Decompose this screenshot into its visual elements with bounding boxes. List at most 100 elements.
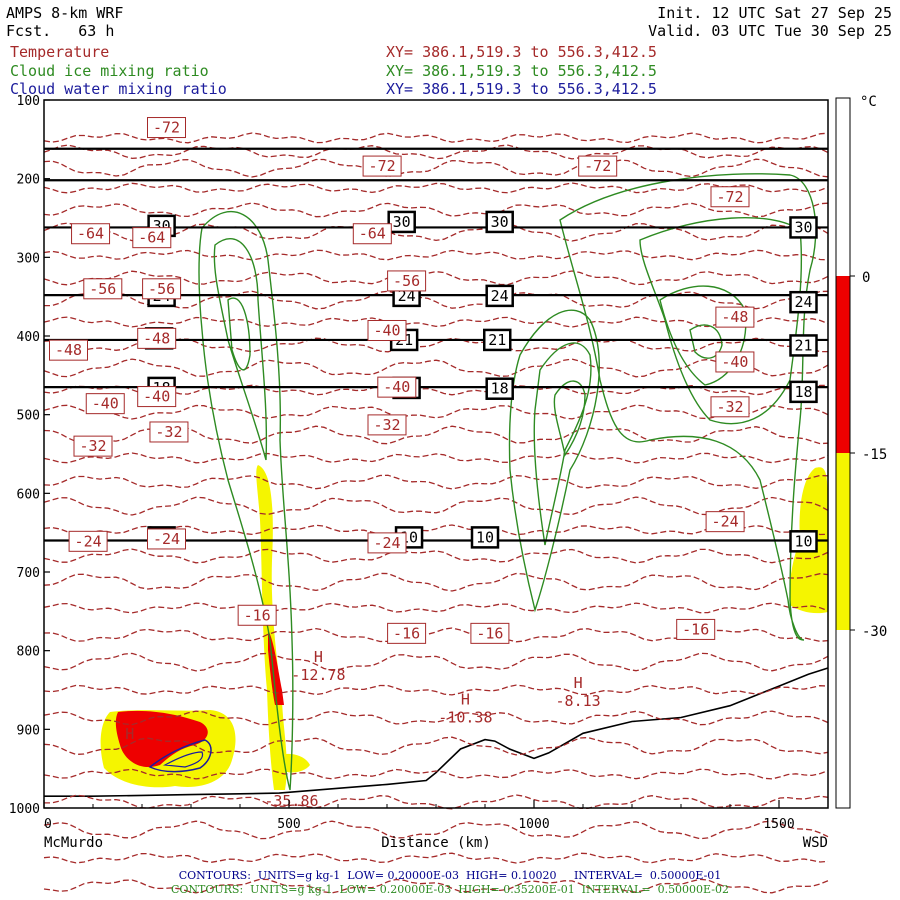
colorbar-band [836, 276, 850, 453]
temperature-label-box [147, 117, 186, 139]
x-end-label-right: WSD [803, 835, 828, 851]
temperature-label: -24 [153, 530, 180, 548]
temperature-label: -40 [143, 388, 170, 406]
temperature-label-box [377, 376, 417, 398]
temperature-label: -72 [153, 119, 180, 137]
temperature-label-box [68, 530, 108, 552]
isotherm-contour [43, 548, 829, 564]
y-tick-label: 400 [17, 330, 40, 345]
isotherm-contour [43, 820, 829, 840]
temperature-label: -64 [359, 225, 386, 243]
cloud-ice-contour-3 [508, 309, 600, 613]
theta-label-box [470, 526, 500, 549]
x-end-label-left: McMurdo [44, 835, 103, 851]
temperature-label: -24 [373, 534, 400, 552]
isotherm-contour [43, 144, 829, 160]
temperature-label-box [362, 155, 402, 177]
temperature-label-box [578, 155, 618, 177]
isotherm-contour [43, 474, 829, 490]
temperature-label: -72 [716, 188, 743, 206]
y-tick-label: 500 [17, 409, 40, 424]
theta-label: 18 [491, 380, 509, 398]
shade-region-5 [280, 753, 310, 773]
isotherm-contour [43, 602, 829, 614]
temperature-label-box [83, 278, 123, 300]
isotherm-contour [43, 684, 829, 696]
theta-label-box [483, 328, 512, 352]
theta-label-box [789, 290, 818, 314]
cloud-water-contour-inner [162, 751, 204, 768]
extremum-tag: H [461, 690, 470, 708]
terrain-surface [44, 667, 829, 797]
xy-temperature: XY= 386.1,519.3 to 556.3,412.5 [386, 43, 657, 61]
isotherm-contour [43, 316, 829, 328]
footer-line2: CONTOURS: UNITS=g kg-1 LOW= 0.20000E-03 … [170, 883, 730, 896]
theta-label: 24 [794, 293, 812, 311]
temperature-label: -48 [143, 329, 170, 347]
terrain-layer [44, 667, 829, 808]
temperature-label-box [387, 622, 427, 644]
temperature-label-box [705, 511, 745, 533]
temperature-label-box [710, 396, 750, 418]
temperature-label: -16 [393, 624, 420, 642]
theta-label: 21 [488, 331, 506, 349]
theta-label: 30 [393, 213, 411, 231]
isotherm-contour [43, 768, 829, 780]
temperature-label-box [149, 421, 189, 443]
theta-label-box [485, 210, 514, 234]
temperature-label-box [387, 270, 427, 292]
temperature-label-box [470, 622, 510, 644]
temperature-label: -64 [138, 229, 165, 247]
xy-cloud-water: XY= 386.1,519.3 to 556.3,412.5 [386, 80, 657, 98]
temperature-label-box [147, 528, 186, 550]
theta-label: 10 [476, 528, 494, 546]
extremum-value: -10.38 [438, 708, 492, 726]
temperature-label-box [715, 351, 755, 373]
x-tick-label: 500 [277, 817, 300, 832]
y-tick-label: 200 [17, 173, 40, 188]
forecast-hours: 63 h [78, 22, 115, 40]
xy-cloud-ice: XY= 386.1,519.3 to 556.3,412.5 [386, 62, 657, 80]
temperature-label: -24 [75, 532, 102, 550]
temperature-label: -40 [383, 378, 410, 396]
temperature-label: -16 [682, 620, 709, 638]
theta-label-box [387, 210, 416, 234]
y-tick-label: 800 [17, 645, 40, 660]
cloud-ice-contour-9 [689, 324, 723, 359]
isotherm-contour [43, 652, 829, 672]
contours-line-water: CONTOURS: UNITS=g kg-1 LOW= 0.20000E-03 … [0, 869, 900, 882]
temperature-label: -48 [721, 308, 748, 326]
theta-label: 21 [794, 336, 812, 354]
isotherm-contour [43, 158, 829, 178]
y-tick-label: 100 [17, 94, 40, 109]
temperature-label: -56 [89, 280, 116, 298]
axes-layer: 100 200 300 400 500 600 700 800 900 1000 0 500 1000 1… [9, 94, 829, 851]
cloud-ice-contour-1 [213, 238, 268, 461]
temperature-label-box [352, 223, 392, 245]
temperature-label-box [85, 393, 125, 415]
x-axis-title: Distance (km) [381, 835, 491, 851]
temperature-label: -24 [712, 513, 739, 531]
cloud-ice-contour-4 [533, 342, 592, 546]
y-tick-label: 900 [17, 723, 40, 738]
valid-time: Valid. 03 UTC Tue 30 Sep 25 [648, 22, 892, 40]
temperature-label-box [367, 532, 407, 554]
contours-line-ice: CONTOURS: UNITS=g kg-1 LOW= 0.20000E-03 … [0, 883, 900, 896]
temperature-label-box [710, 186, 750, 208]
temperature-label: -56 [393, 272, 420, 290]
shade-region-1 [268, 630, 284, 705]
theta-label-box [485, 377, 514, 400]
extremum-tag: H [314, 648, 323, 666]
theta-label: 30 [794, 218, 812, 236]
label-layer: -72 -72 -72 -72 -64 -64 -64 -56 -56 -56 -48 -48 -48 -… [49, 117, 755, 810]
isotherm-contour [43, 182, 829, 194]
extremum-value: -35.86 [264, 792, 318, 810]
isotherm-contour [43, 736, 829, 756]
cloud-ice-contour-2 [227, 297, 251, 371]
cloud-ice-layer [148, 173, 817, 791]
isotherm-contour [43, 572, 829, 592]
x-tick-label: 1000 [518, 817, 549, 832]
temperature-label-box [367, 319, 407, 341]
isotherm-contour [43, 524, 829, 536]
